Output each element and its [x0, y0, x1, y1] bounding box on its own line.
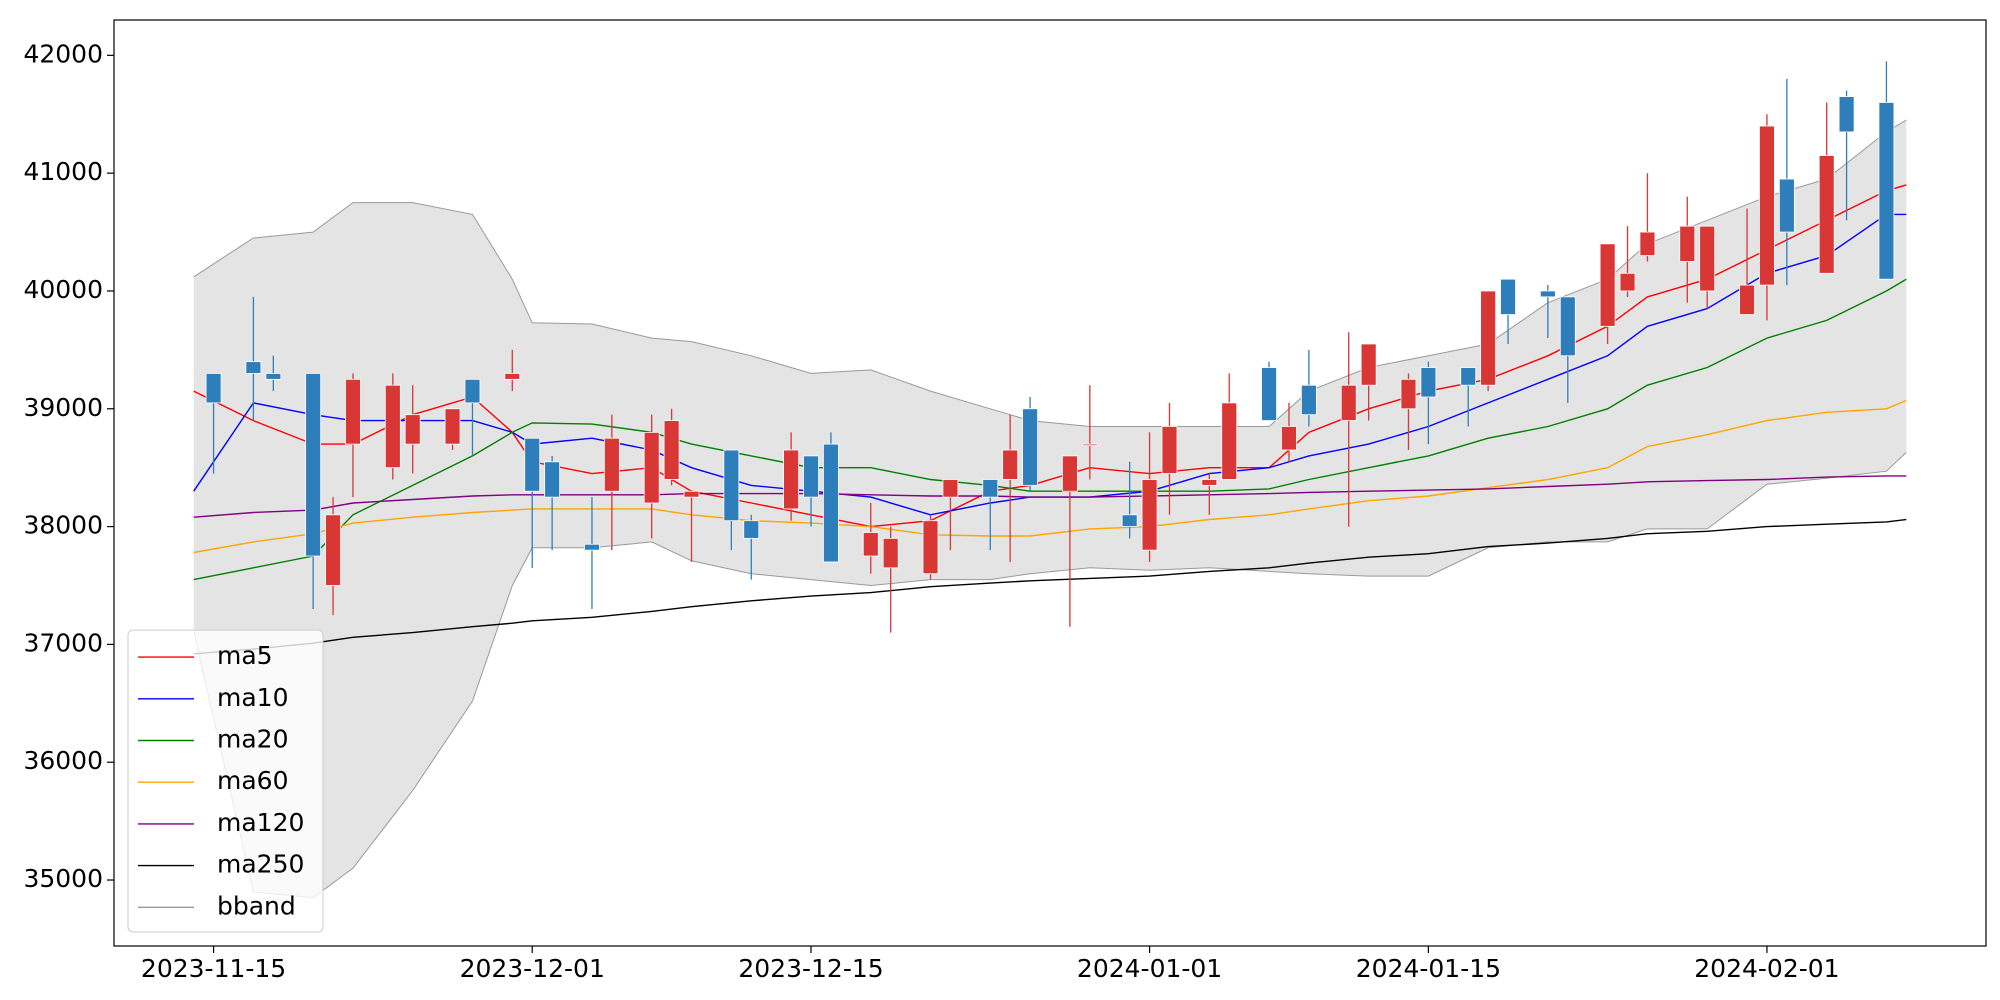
candle-body: [245, 361, 262, 374]
candle-body: [1002, 449, 1019, 480]
candle-body: [783, 449, 800, 510]
candle-body: [1599, 243, 1616, 327]
y-tick-label: 39000: [23, 393, 103, 422]
candle-body: [205, 373, 222, 404]
x-tick-label: 2023-11-15: [141, 954, 286, 983]
plot-area: [193, 61, 1907, 899]
candle-body: [404, 414, 421, 445]
y-tick-label: 37000: [23, 628, 103, 657]
candle-body: [942, 479, 959, 498]
candle-body: [544, 461, 561, 498]
bband-lower: [193, 452, 1907, 899]
candle-body: [1121, 514, 1138, 527]
candle-body: [1739, 284, 1755, 315]
y-tick-label: 41000: [23, 157, 103, 186]
candle-body: [1400, 378, 1417, 410]
candle-body: [862, 532, 879, 557]
candle-body: [1539, 290, 1556, 298]
x-tick-label: 2024-02-01: [1694, 954, 1839, 983]
y-tick-label: 42000: [23, 39, 103, 68]
candle-body: [464, 378, 481, 404]
candle-body: [1081, 443, 1098, 447]
legend-label: ma20: [217, 725, 288, 754]
ma-line: [193, 475, 1907, 518]
candle-body: [922, 520, 939, 575]
candle-body: [603, 437, 620, 492]
candle-body: [1559, 296, 1576, 357]
plot-frame: [113, 19, 1987, 947]
candle-body: [1838, 96, 1855, 133]
candle-body: [524, 437, 541, 492]
candle-body: [1699, 225, 1716, 292]
candle-body: [1141, 479, 1158, 551]
candle-body: [1878, 102, 1895, 280]
candle-body: [723, 449, 740, 522]
candle-body: [444, 408, 461, 445]
legend-label: ma5: [217, 641, 273, 670]
bband-fill: [193, 120, 1907, 898]
candle-body: [1022, 408, 1038, 486]
legend-label: ma120: [217, 808, 304, 837]
candle-body: [1201, 479, 1218, 486]
candle-body: [384, 384, 401, 469]
candle-body: [1300, 384, 1317, 416]
candle-body: [1759, 125, 1775, 286]
candle-body: [1221, 402, 1238, 480]
candle-body: [1619, 272, 1636, 292]
candle-body: [663, 420, 680, 480]
candle-body: [1778, 178, 1795, 233]
x-tick-label: 2024-01-15: [1356, 954, 1501, 983]
candle-body: [982, 479, 999, 498]
candle-body: [1281, 426, 1297, 451]
y-tick-label: 36000: [23, 746, 103, 775]
candle-body: [643, 431, 660, 504]
y-tick-label: 40000: [23, 275, 103, 304]
candle-body: [1340, 384, 1357, 421]
x-tick-label: 2024-01-01: [1077, 954, 1222, 983]
candle-body: [504, 373, 521, 380]
legend-label: ma10: [217, 683, 288, 712]
legend-label: ma250: [217, 850, 304, 879]
x-tick-label: 2023-12-01: [460, 954, 605, 983]
candle-body: [1818, 155, 1835, 274]
legend-label: bband: [217, 891, 296, 920]
candle-body: [1360, 343, 1377, 386]
candle-body: [584, 543, 600, 551]
candle-body: [1639, 231, 1656, 257]
candle-body: [683, 490, 700, 498]
candle-body: [882, 537, 899, 569]
ma-line: [193, 399, 1907, 554]
legend-label: ma60: [217, 766, 288, 795]
candle-body: [1460, 367, 1477, 386]
candle-body: [1062, 455, 1078, 492]
candle-body: [265, 373, 282, 380]
y-tick-label: 38000: [23, 511, 103, 540]
candle-body: [803, 455, 819, 498]
candle-body: [345, 378, 361, 445]
candle-body: [325, 514, 341, 586]
candle-body: [1480, 290, 1497, 386]
candle-body: [1679, 225, 1696, 262]
legend-box: [127, 629, 324, 933]
candle-body: [823, 443, 839, 563]
y-tick-label: 35000: [23, 864, 103, 893]
candle-body: [1161, 426, 1178, 474]
x-tick-label: 2023-12-15: [738, 954, 883, 983]
candle-body: [1420, 367, 1437, 398]
candle-body: [305, 373, 322, 557]
ma-line: [193, 518, 1907, 655]
candle-body: [1500, 278, 1516, 315]
candle-body: [743, 520, 760, 539]
candle-body: [1261, 367, 1277, 421]
